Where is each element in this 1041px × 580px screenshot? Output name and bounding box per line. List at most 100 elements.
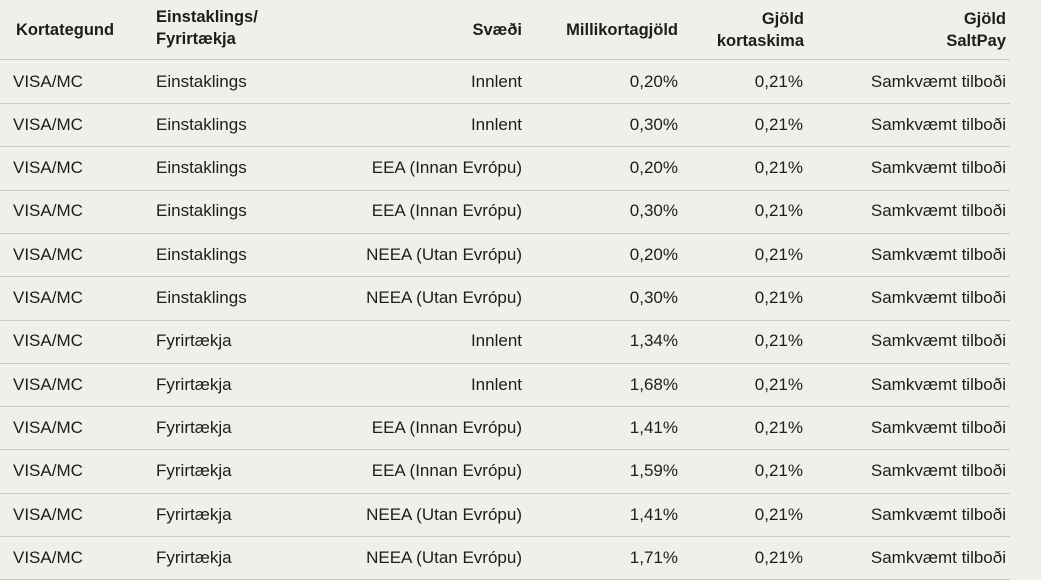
saltpay-fee-cell-text: Samkvæmt tilboði	[870, 331, 1006, 351]
card-type-cell: VISA/MC	[13, 233, 143, 276]
customer-type-cell: Einstaklings	[156, 147, 356, 190]
card-type-cell: VISA/MC	[13, 190, 143, 233]
customer-type-cell-text: Fyrirtækja	[156, 461, 232, 481]
header-region: Svæði	[330, 0, 522, 59]
scheme-fee-cell: 0,21%	[700, 103, 803, 146]
header-saltpay-fee: Gjöld SaltPay	[820, 0, 1006, 59]
interchange-cell: 1,41%	[540, 406, 678, 449]
card-type-cell-text: VISA/MC	[13, 374, 83, 394]
saltpay-fee-cell: Samkvæmt tilboði	[820, 103, 1006, 146]
header-card-type: Kortategund	[16, 0, 146, 59]
interchange-cell-text: 0,30%	[629, 288, 678, 307]
header-customer-type: Einstaklings/ Fyrirtækja	[156, 0, 356, 57]
interchange-cell-text: 0,20%	[629, 244, 678, 264]
interchange-cell-text: 1,34%	[629, 331, 678, 351]
table-row: VISA/MC Fyrirtækja NEEA (Utan Evrópu) 1,41%…	[0, 493, 1010, 537]
region-cell: NEEA (Utan Evrópu)	[330, 536, 522, 579]
scheme-fee-cell: 0,21%	[700, 363, 803, 406]
interchange-cell: 1,41%	[540, 493, 678, 536]
card-type-cell: VISA/MC	[13, 60, 143, 103]
table-header: Kortategund Einstaklings/ Fyrirtækja Svæ…	[0, 0, 1010, 60]
scheme-fee-cell: 0,21%	[700, 493, 803, 536]
customer-type-cell-text: Einstaklings	[156, 201, 247, 221]
scheme-fee-cell-text: 0,21%	[754, 504, 803, 524]
scheme-fee-cell-text: 0,21%	[754, 71, 803, 91]
customer-type-cell-text: Einstaklings	[156, 288, 247, 307]
interchange-cell: 0,30%	[540, 277, 678, 320]
scheme-fee-cell: 0,21%	[700, 60, 803, 103]
scheme-fee-cell-text: 0,21%	[754, 374, 803, 394]
customer-type-cell: Einstaklings	[156, 103, 356, 146]
region-cell-text: Innlent	[470, 71, 522, 91]
saltpay-fee-cell: Samkvæmt tilboði	[820, 233, 1006, 276]
region-cell: Innlent	[330, 363, 522, 406]
customer-type-cell-text: Einstaklings	[156, 114, 247, 134]
card-type-cell: VISA/MC	[13, 103, 143, 146]
table-row: VISA/MC Fyrirtækja Innlent 1,68% 0,21% Samkvæ…	[0, 363, 1010, 408]
saltpay-fee-cell: Samkvæmt tilboði	[820, 406, 1006, 449]
interchange-cell: 1,59%	[540, 450, 678, 493]
scheme-fee-cell-text: 0,21%	[754, 244, 803, 264]
scheme-fee-cell-text: 0,21%	[754, 288, 803, 307]
card-type-cell-text: VISA/MC	[13, 547, 83, 567]
saltpay-fee-cell: Samkvæmt tilboði	[820, 277, 1006, 320]
scheme-fee-cell-text: 0,21%	[754, 114, 803, 134]
interchange-cell-text: 0,20%	[629, 71, 678, 91]
table-row: VISA/MC Einstaklings NEEA (Utan Evrópu) 0,2…	[0, 233, 1010, 278]
interchange-cell-text: 0,30%	[629, 114, 678, 134]
saltpay-fee-cell-text: Samkvæmt tilboði	[870, 244, 1006, 264]
card-type-cell-text: VISA/MC	[13, 417, 83, 437]
scheme-fee-cell: 0,21%	[700, 233, 803, 276]
region-cell: NEEA (Utan Evrópu)	[330, 493, 522, 536]
scheme-fee-cell: 0,21%	[700, 450, 803, 493]
card-type-cell: VISA/MC	[13, 277, 143, 320]
scheme-fee-cell-text: 0,21%	[754, 547, 803, 567]
saltpay-fee-cell-text: Samkvæmt tilboði	[870, 158, 1006, 178]
header-interchange-label: Millikortagjöld	[566, 20, 678, 39]
customer-type-cell-text: Fyrirtækja	[156, 331, 232, 351]
region-cell-text: EEA (Innan Evrópu)	[371, 158, 522, 178]
header-scheme-fee-label: Gjöld kortaskima	[716, 9, 804, 50]
interchange-cell-text: 1,41%	[629, 504, 678, 524]
saltpay-fee-cell-text: Samkvæmt tilboði	[870, 504, 1006, 524]
saltpay-fee-cell-text: Samkvæmt tilboði	[870, 71, 1006, 91]
customer-type-cell-text: Fyrirtækja	[156, 504, 232, 524]
region-cell-text: EEA (Innan Evrópu)	[371, 417, 522, 437]
card-type-cell: VISA/MC	[13, 406, 143, 449]
table-row: VISA/MC Einstaklings NEEA (Utan Evrópu) 0,3…	[0, 277, 1010, 321]
customer-type-cell-text: Einstaklings	[156, 158, 247, 178]
region-cell: EEA (Innan Evrópu)	[330, 450, 522, 493]
customer-type-cell: Einstaklings	[156, 277, 356, 320]
customer-type-cell: Fyrirtækja	[156, 320, 356, 363]
interchange-cell-text: 1,68%	[629, 374, 678, 394]
interchange-cell-text: 1,71%	[629, 547, 678, 567]
customer-type-cell-text: Fyrirtækja	[156, 417, 232, 437]
interchange-cell: 0,20%	[540, 60, 678, 103]
region-cell: Innlent	[330, 103, 522, 146]
region-cell: EEA (Innan Evrópu)	[330, 147, 522, 190]
interchange-cell-text: 1,41%	[629, 417, 678, 437]
customer-type-cell: Einstaklings	[156, 190, 356, 233]
saltpay-fee-cell: Samkvæmt tilboði	[820, 493, 1006, 536]
table-row: VISA/MC Fyrirtækja Innlent 1,34% 0,21% Samkvæ…	[0, 320, 1010, 364]
region-cell: EEA (Innan Evrópu)	[330, 190, 522, 233]
table-row: VISA/MC Fyrirtækja NEEA (Utan Evrópu) 1,71%…	[0, 536, 1010, 580]
header-region-label: Svæði	[472, 20, 522, 39]
scheme-fee-cell-text: 0,21%	[754, 331, 803, 351]
region-cell-text: EEA (Innan Evrópu)	[371, 201, 522, 221]
region-cell: EEA (Innan Evrópu)	[330, 406, 522, 449]
region-cell-text: NEEA (Utan Evrópu)	[366, 547, 522, 567]
table-row: VISA/MC Einstaklings EEA (Innan Evrópu) 0,2…	[0, 147, 1010, 191]
card-type-cell: VISA/MC	[13, 363, 143, 406]
saltpay-fee-cell-text: Samkvæmt tilboði	[870, 461, 1006, 481]
scheme-fee-cell: 0,21%	[700, 190, 803, 233]
card-type-cell-text: VISA/MC	[13, 331, 83, 351]
interchange-cell: 0,20%	[540, 147, 678, 190]
region-cell: Innlent	[330, 60, 522, 103]
region-cell-text: NEEA (Utan Evrópu)	[366, 288, 522, 307]
region-cell-text: NEEA (Utan Evrópu)	[366, 504, 522, 524]
card-type-cell-text: VISA/MC	[13, 114, 83, 134]
header-customer-type-label: Einstaklings/ Fyrirtækja	[156, 7, 258, 48]
scheme-fee-cell: 0,21%	[700, 536, 803, 579]
